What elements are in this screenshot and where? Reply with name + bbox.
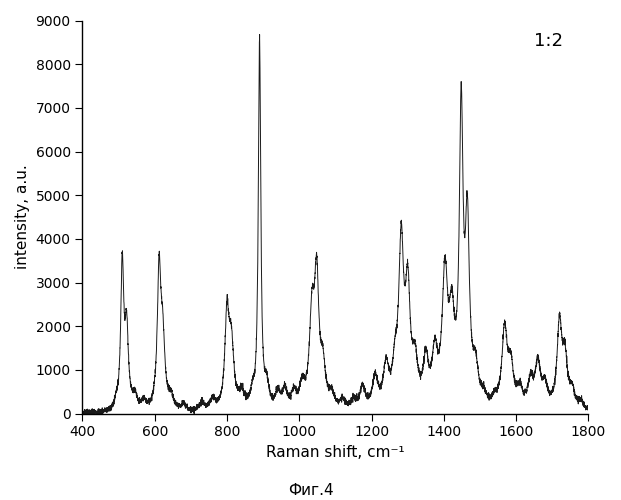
- X-axis label: Raman shift, cm⁻¹: Raman shift, cm⁻¹: [266, 445, 405, 460]
- Text: Фиг.4: Фиг.4: [288, 483, 333, 498]
- Y-axis label: intensity, a.u.: intensity, a.u.: [15, 164, 30, 270]
- Text: 1:2: 1:2: [534, 32, 563, 50]
